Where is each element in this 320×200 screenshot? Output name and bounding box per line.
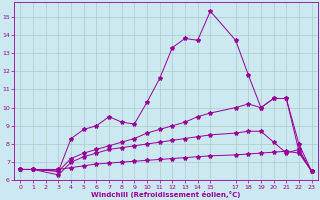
X-axis label: Windchill (Refroidissement éolien,°C): Windchill (Refroidissement éolien,°C) [91,191,241,198]
